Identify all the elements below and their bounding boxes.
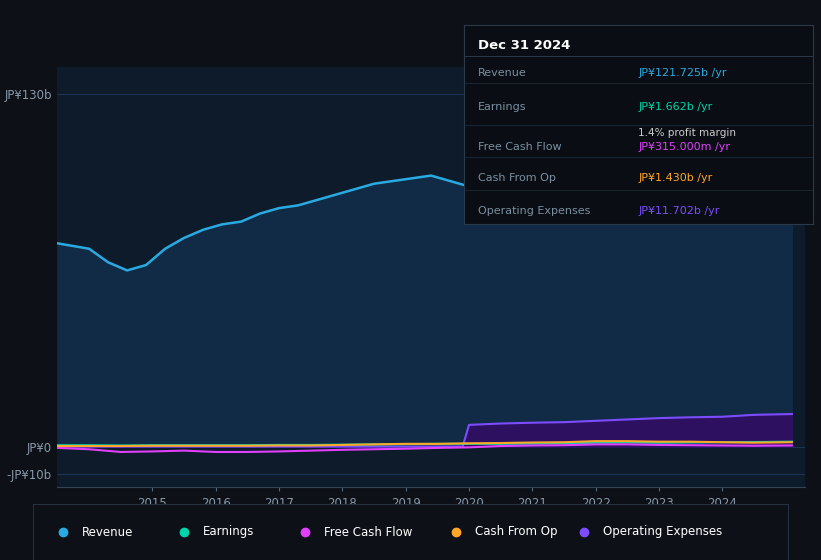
Text: Free Cash Flow: Free Cash Flow [478,142,562,152]
Text: Free Cash Flow: Free Cash Flow [323,525,412,539]
Text: Cash From Op: Cash From Op [475,525,557,539]
Text: 1.4% profit margin: 1.4% profit margin [639,128,736,138]
Text: JP¥315.000m /yr: JP¥315.000m /yr [639,142,731,152]
Text: JP¥1.662b /yr: JP¥1.662b /yr [639,102,713,112]
Text: Revenue: Revenue [82,525,133,539]
Text: JP¥11.702b /yr: JP¥11.702b /yr [639,206,720,216]
Text: Earnings: Earnings [203,525,255,539]
Text: Revenue: Revenue [478,68,526,78]
Text: JP¥121.725b /yr: JP¥121.725b /yr [639,68,727,78]
Text: Earnings: Earnings [478,102,526,112]
Text: Operating Expenses: Operating Expenses [478,206,590,216]
Text: Cash From Op: Cash From Op [478,173,556,183]
Text: Operating Expenses: Operating Expenses [603,525,722,539]
Text: JP¥1.430b /yr: JP¥1.430b /yr [639,173,713,183]
Text: Dec 31 2024: Dec 31 2024 [478,39,571,52]
